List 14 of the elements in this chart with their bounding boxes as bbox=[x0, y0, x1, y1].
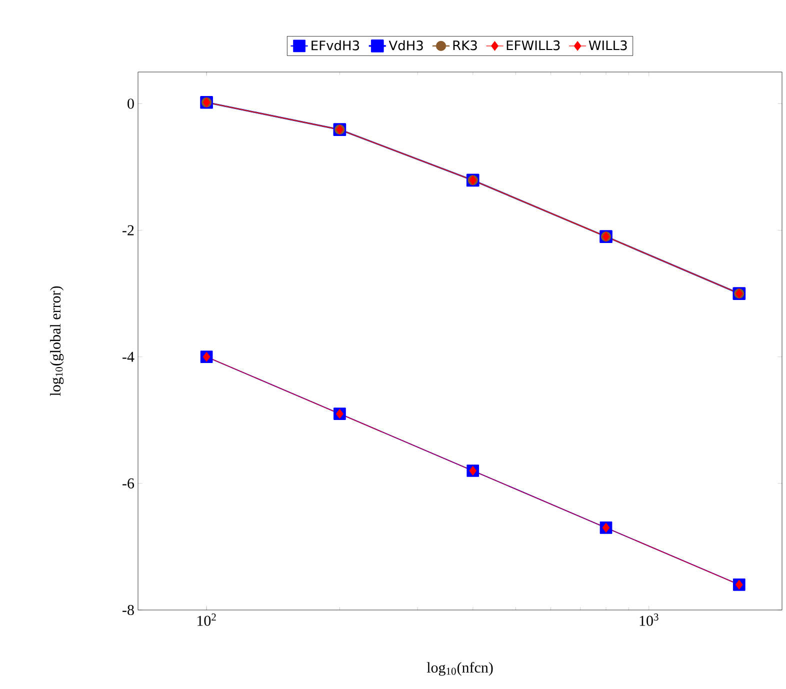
legend-label: RK3 bbox=[453, 40, 477, 50]
y-tick-label: -2 bbox=[122, 225, 134, 236]
legend-label: VdH3 bbox=[388, 40, 423, 50]
y-tick-label: -8 bbox=[122, 604, 134, 616]
y-tick-label: -4 bbox=[122, 352, 134, 362]
legend-label: EFWILL3 bbox=[506, 40, 560, 50]
legend-label: WILL3 bbox=[588, 40, 627, 50]
y-tick-label: 0 bbox=[128, 98, 134, 109]
x-tick-label: 10$^{3}$ bbox=[640, 614, 658, 626]
x-axis-title: log$_{10}$(nfcn) bbox=[426, 662, 493, 676]
y-axis-title: log$_{10}$(global error) bbox=[50, 286, 64, 396]
legend-label: EFvdH3 bbox=[312, 40, 360, 50]
y-tick-label: -6 bbox=[122, 478, 134, 488]
x-tick-label: 10$^{2}$ bbox=[197, 614, 216, 626]
